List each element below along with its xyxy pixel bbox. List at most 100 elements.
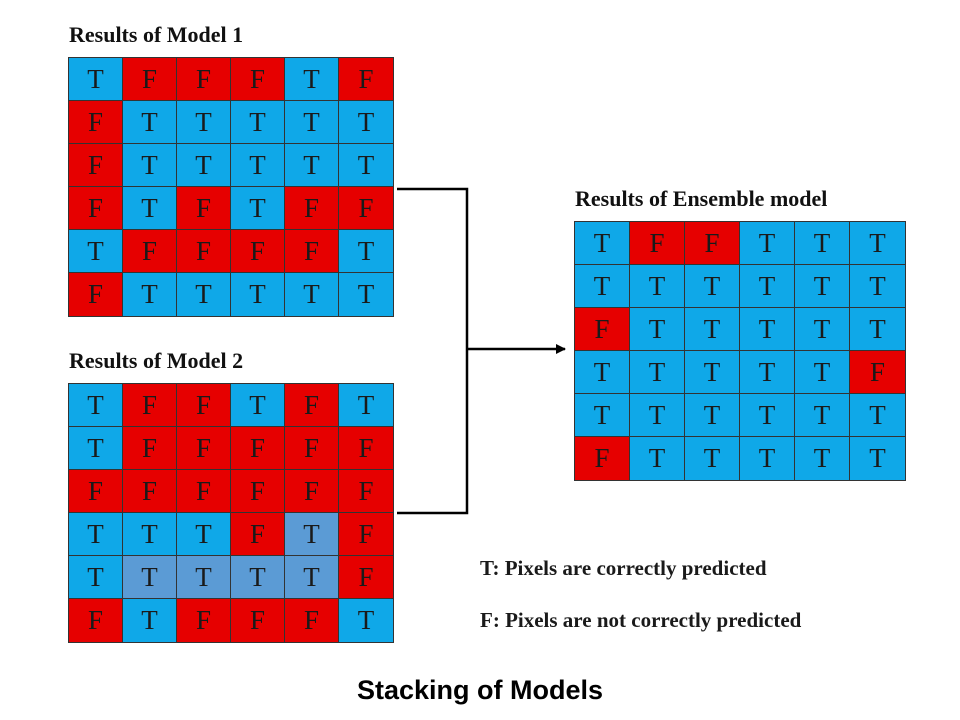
ensemble-cell: T <box>575 265 630 308</box>
model1-cell: F <box>339 58 393 101</box>
model1-cell: T <box>285 144 339 187</box>
model2-cell: F <box>123 470 177 513</box>
model2-cell: T <box>285 513 339 556</box>
model2-cell: T <box>69 556 123 599</box>
model1-cell: T <box>339 101 393 144</box>
ensemble-cell: T <box>795 394 850 437</box>
model1-cell: F <box>177 230 231 273</box>
ensemble-cell: T <box>575 351 630 394</box>
model2-cell: F <box>123 384 177 427</box>
connector-model1 <box>397 187 469 349</box>
ensemble-cell: T <box>795 308 850 351</box>
model2-cell: T <box>69 384 123 427</box>
model1-cell: F <box>285 230 339 273</box>
model2-cell: T <box>339 384 393 427</box>
model2-cell: F <box>285 470 339 513</box>
ensemble-cell: T <box>575 394 630 437</box>
model2-title: Results of Model 2 <box>69 348 244 373</box>
model1-cell: T <box>285 273 339 316</box>
model2-cell: F <box>123 427 177 470</box>
model2-cell: F <box>177 599 231 642</box>
model1-cell: T <box>231 273 285 316</box>
ensemble-cell: T <box>850 394 905 437</box>
ensemble-cell: T <box>850 437 905 480</box>
model1-cell: T <box>177 273 231 316</box>
model1-cell: T <box>123 144 177 187</box>
model2-cell: T <box>231 556 285 599</box>
model1-cell: T <box>177 101 231 144</box>
model1-cell: T <box>339 144 393 187</box>
ensemble-cell: T <box>685 394 740 437</box>
ensemble-cell: F <box>850 351 905 394</box>
ensemble-cell: T <box>685 308 740 351</box>
connector-model2 <box>397 349 469 515</box>
model2-cell: F <box>69 470 123 513</box>
model1-cell: T <box>339 230 393 273</box>
model2-cell: F <box>285 384 339 427</box>
model1-cell: F <box>69 101 123 144</box>
model1-cell: T <box>123 101 177 144</box>
legend-true: T: Pixels are correctly predicted <box>480 556 767 580</box>
ensemble-cell: T <box>575 222 630 265</box>
caption-title: Stacking of Models <box>356 675 604 705</box>
model2-cell: F <box>177 384 231 427</box>
legend-false: F: Pixels are not correctly predicted <box>480 608 802 632</box>
model2-cell: T <box>177 513 231 556</box>
model1-cell: F <box>231 230 285 273</box>
model1-cell: T <box>231 101 285 144</box>
ensemble-cell: T <box>740 351 795 394</box>
model2-cell: F <box>285 599 339 642</box>
model1-cell: T <box>231 187 285 230</box>
ensemble-cell: T <box>740 222 795 265</box>
model1-cell: F <box>69 273 123 316</box>
ensemble-cell: T <box>850 308 905 351</box>
model2-cell: F <box>231 513 285 556</box>
model1-cell: T <box>177 144 231 187</box>
model2-cell: T <box>339 599 393 642</box>
model1-cell: F <box>231 58 285 101</box>
ensemble-title: Results of Ensemble model <box>575 186 828 211</box>
model1-cell: F <box>69 144 123 187</box>
ensemble-cell: F <box>630 222 685 265</box>
model1-title: Results of Model 1 <box>69 22 244 47</box>
ensemble-cell: T <box>795 265 850 308</box>
model2-cell: T <box>123 556 177 599</box>
ensemble-cell: T <box>740 394 795 437</box>
model1-cell: T <box>69 230 123 273</box>
model2-cell: F <box>231 470 285 513</box>
ensemble-cell: T <box>630 308 685 351</box>
model2-cell: F <box>339 470 393 513</box>
model2-cell: F <box>339 556 393 599</box>
ensemble-cell: T <box>795 351 850 394</box>
ensemble-cell: F <box>575 308 630 351</box>
model1-cell: F <box>123 58 177 101</box>
ensemble-cell: T <box>740 308 795 351</box>
model2-cell: F <box>285 427 339 470</box>
model2-cell: T <box>69 427 123 470</box>
ensemble-cell: T <box>630 394 685 437</box>
ensemble-cell: T <box>795 222 850 265</box>
model2-cell: T <box>123 599 177 642</box>
ensemble-cell: T <box>630 437 685 480</box>
ensemble-cell: T <box>685 351 740 394</box>
model1-cell: T <box>69 58 123 101</box>
ensemble-cell: T <box>740 265 795 308</box>
ensemble-cell: T <box>630 351 685 394</box>
model1-cell: F <box>69 187 123 230</box>
model2-cell: F <box>339 427 393 470</box>
ensemble-cell: T <box>795 437 850 480</box>
model2-cell: T <box>231 384 285 427</box>
ensemble-cell: T <box>850 265 905 308</box>
model1-cell: F <box>123 230 177 273</box>
model1-cell: T <box>123 187 177 230</box>
model2-cell: T <box>123 513 177 556</box>
model2-cell: F <box>339 513 393 556</box>
model1-cell: F <box>285 187 339 230</box>
ensemble-cell: T <box>685 265 740 308</box>
ensemble-cell: T <box>630 265 685 308</box>
model2-cell: T <box>69 513 123 556</box>
ensemble-cell: T <box>850 222 905 265</box>
model1-cell: T <box>231 144 285 187</box>
model2-cell: F <box>231 599 285 642</box>
